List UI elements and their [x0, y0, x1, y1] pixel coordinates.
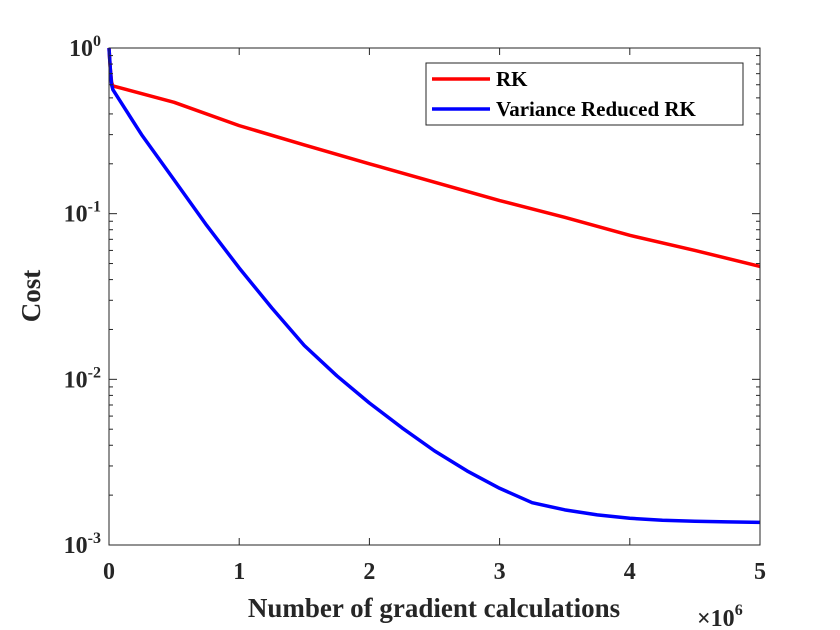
- x-tick-label-0: 0: [103, 559, 115, 585]
- tick-layer: 0 1 2 3 4 5 100 10-1 10-2 10-3: [64, 33, 766, 585]
- y-axis-title: Cost: [16, 270, 46, 323]
- legend-box: [425, 62, 744, 126]
- y-tick-label-1: 10-1: [64, 199, 101, 228]
- y-tick-label-3: 10-3: [64, 530, 101, 559]
- legend-label-rk: RK: [496, 67, 528, 91]
- legend-label-variance-reduced-rk: Variance Reduced RK: [496, 97, 697, 121]
- series-layer: [107, 47, 761, 525]
- y-tick-label-2: 10-2: [64, 364, 101, 393]
- plot-frame: [108, 47, 761, 546]
- x-axis-multiplier-base: ×10: [697, 606, 735, 630]
- x-axis-title: Number of gradient calculations: [248, 593, 620, 623]
- x-axis-multiplier-exponent: 6: [735, 602, 743, 619]
- x-tick-label-1: 1: [233, 559, 245, 585]
- x-tick-label-4: 4: [624, 559, 636, 585]
- plot-area: [109, 48, 760, 545]
- x-tick-label-3: 3: [494, 559, 506, 585]
- series-line-variance-reduced-rk: [107, 47, 761, 525]
- x-tick-label-2: 2: [363, 559, 375, 585]
- x-tick-label-5: 5: [754, 559, 766, 585]
- x-axis-multiplier: ×106: [697, 602, 743, 630]
- legend: RK Variance Reduced RK: [425, 62, 744, 126]
- y-tick-label-0: 100: [69, 33, 101, 62]
